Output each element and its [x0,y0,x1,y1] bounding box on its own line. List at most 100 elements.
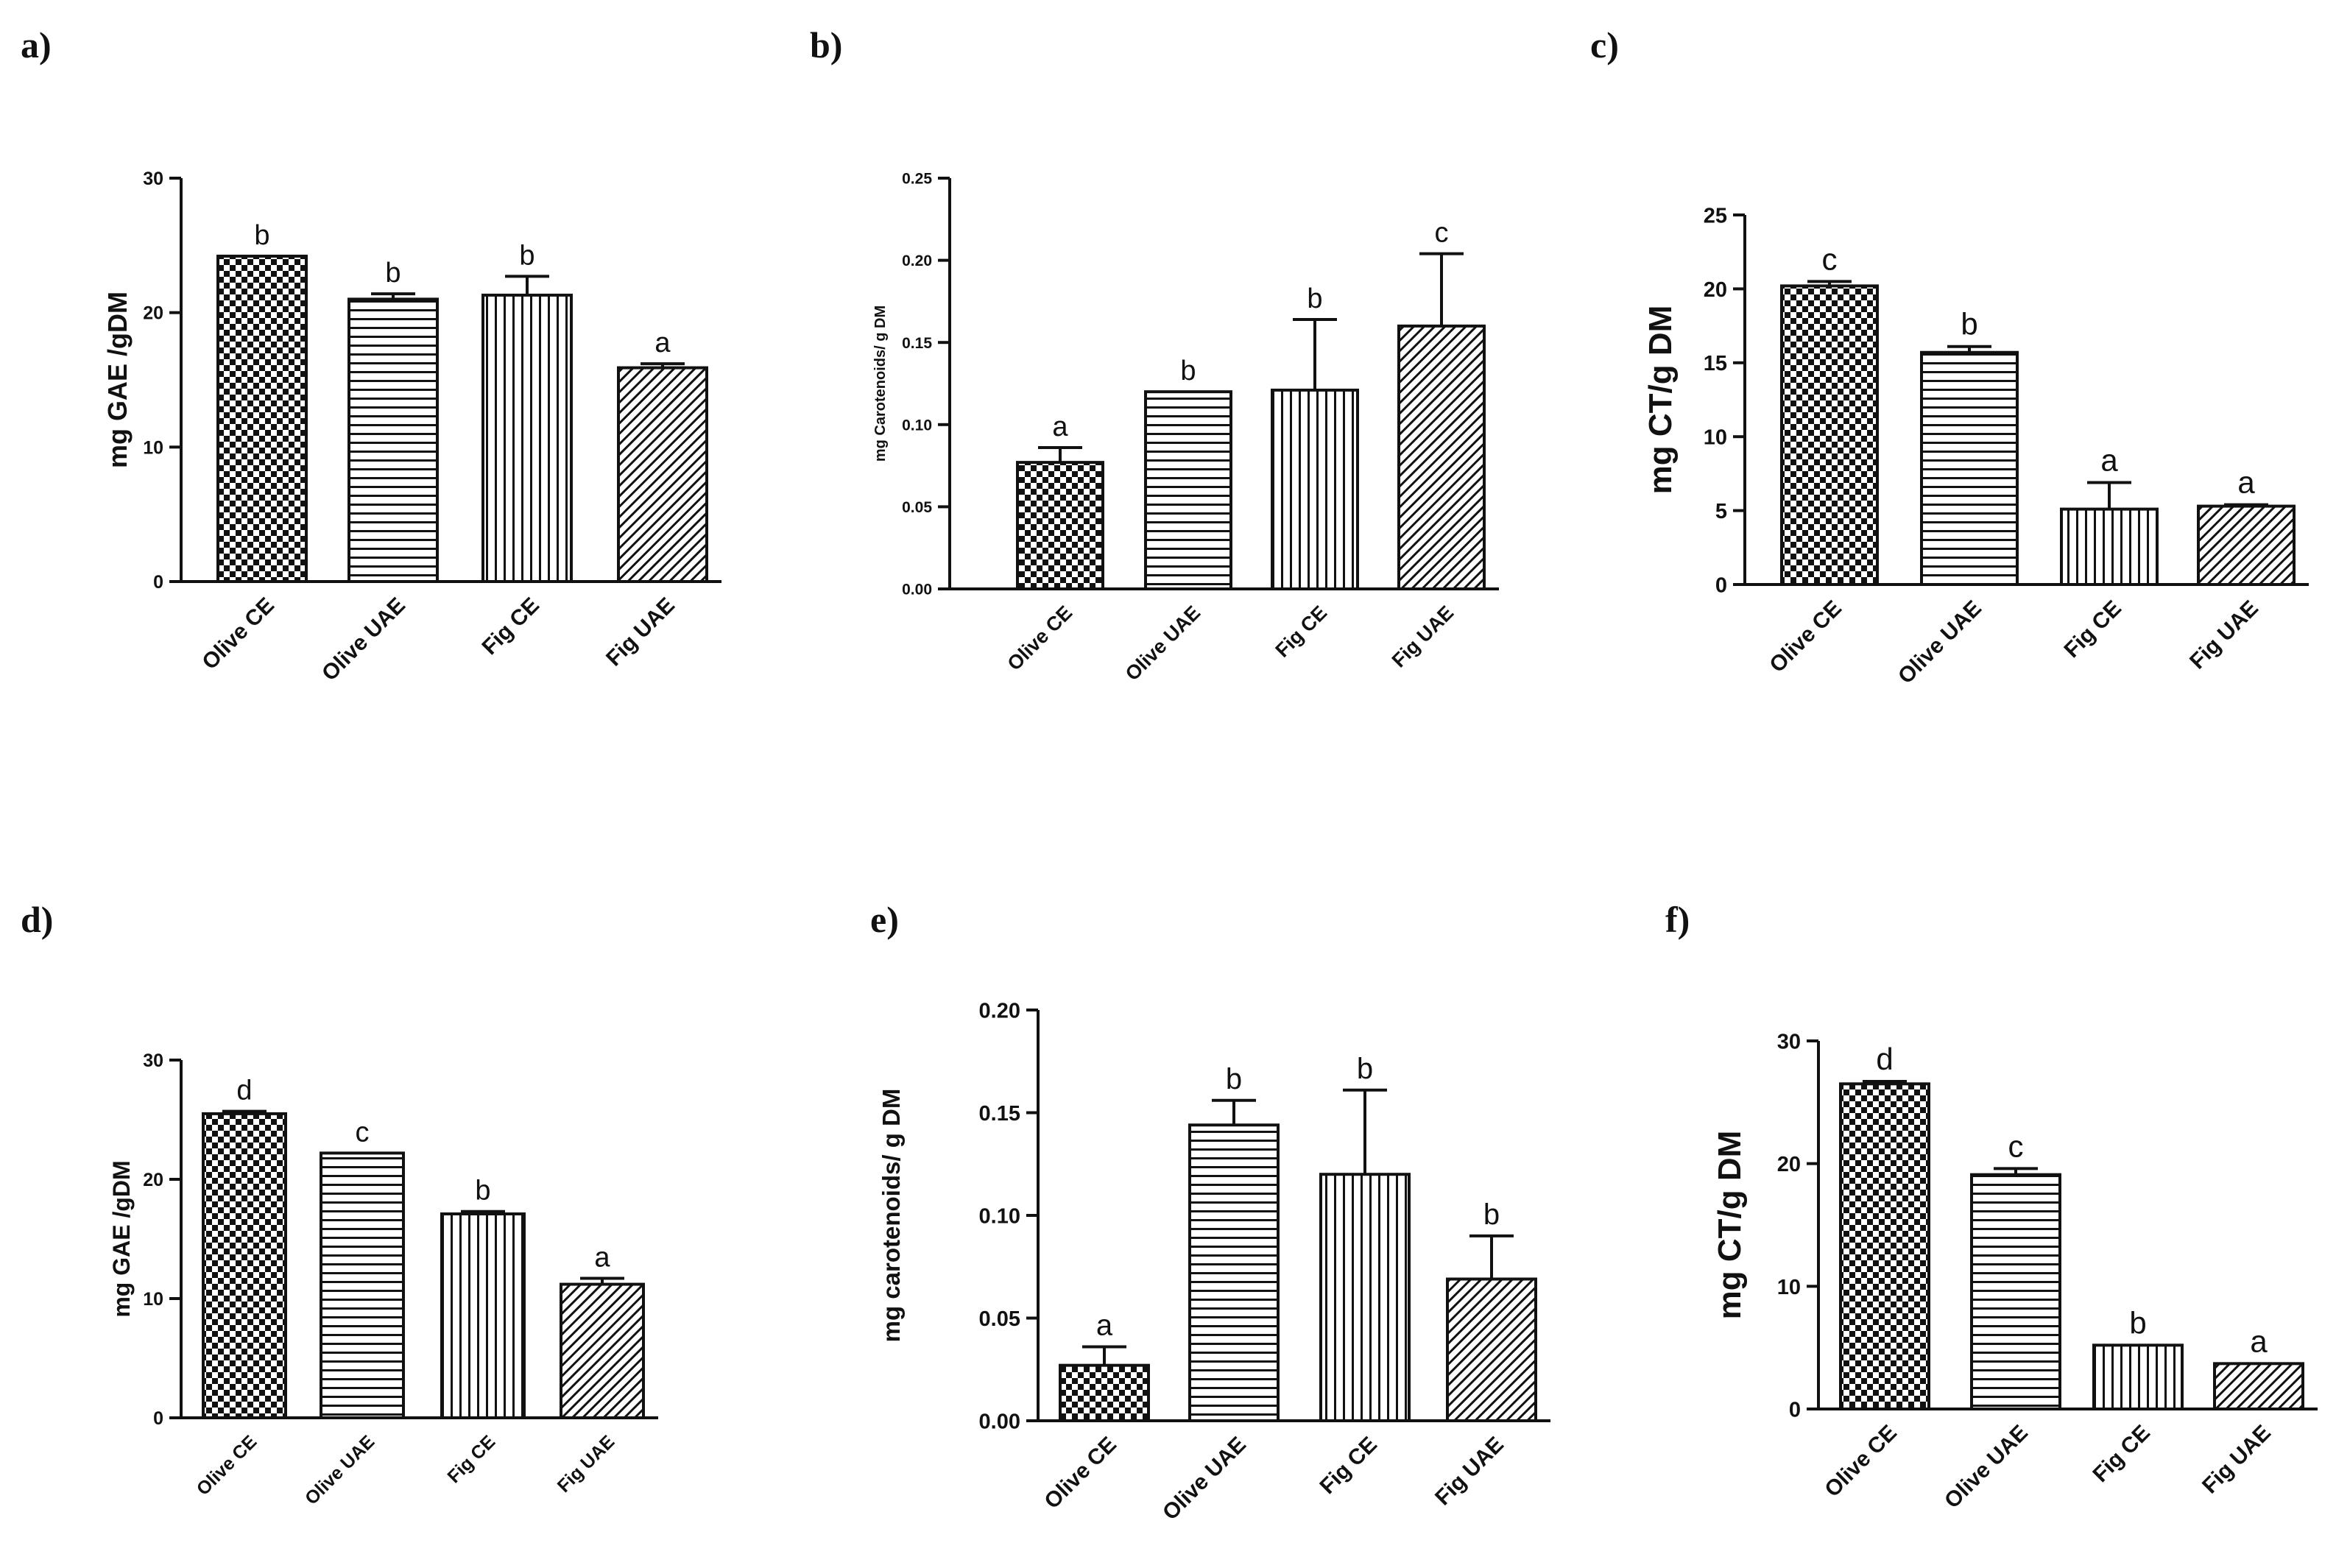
y-tick-label: 0.15 [902,335,932,352]
bar [1144,390,1232,590]
significance-letter: c [1822,241,1838,276]
category-label: Olive UAE [317,593,410,686]
y-tick-label: 20 [1704,278,1727,302]
bar [1059,1363,1150,1423]
chart-panel-4: d) 0 10 20 30 mg GAE /gDM d Olive CE c Olive UAE b… [21,899,658,1509]
y-tick-label: 0.15 [979,1102,1020,1126]
panel-label: c) [1590,24,1619,66]
significance-letter: c [2008,1129,2024,1163]
y-axis-title: mg GAE /gDM [108,1160,135,1317]
y-tick-label: 10 [1704,426,1727,450]
category-label: Olive CE [1765,596,1846,678]
panel-label: a) [21,24,52,66]
y-tick-label: 0 [1789,1398,1801,1422]
significance-letter: b [254,220,269,251]
y-tick-label: 20 [143,1170,163,1190]
y-tick-label: 5 [1715,500,1727,523]
y-tick-label: 20 [1777,1153,1801,1176]
y-axis-title: mg CT/g DM [1712,1131,1748,1320]
category-label: Fig UAE [1388,601,1458,671]
y-tick-label: 20 [143,303,163,324]
bar [2197,504,2296,586]
significance-letter: b [1180,356,1196,386]
y-tick-label: 30 [143,1050,163,1071]
y-tick-label: 0.05 [979,1307,1020,1331]
y-tick-label: 0.10 [902,417,932,434]
y-tick-label: 30 [143,169,163,189]
panel-label: b) [810,24,842,66]
category-label: Olive UAE [1894,596,1986,689]
significance-letter: c [356,1117,370,1148]
y-tick-label: 0.20 [979,999,1020,1023]
category-label: Olive UAE [1158,1433,1251,1525]
y-tick-label: 10 [143,1289,163,1310]
bar [1188,1123,1280,1422]
significance-letter: b [519,240,534,271]
y-tick-label: 0 [1715,573,1727,597]
significance-letter: a [2250,1324,2268,1358]
bar [481,293,573,583]
significance-letter: c [1435,218,1449,249]
category-label: Olive CE [1820,1421,1902,1502]
y-tick-label: 10 [143,437,163,458]
category-label: Olive CE [197,593,279,675]
bar [347,297,439,583]
category-label: Fig UAE [554,1431,619,1497]
y-tick-label: 0.25 [902,171,932,188]
significance-letter: a [654,328,671,359]
category-label: Olive UAE [301,1431,378,1508]
category-label: Olive UAE [1940,1421,2033,1514]
significance-letter: d [236,1076,252,1106]
panel-label: e) [870,899,899,940]
significance-letter: a [2237,465,2255,500]
bar [1397,324,1486,590]
panel-label: f) [1665,899,1690,940]
bar [2213,1362,2304,1411]
y-tick-label: 0 [153,1408,163,1429]
significance-letter: a [1096,1310,1113,1342]
bar [617,366,708,583]
bar [1016,461,1104,590]
significance-letter: b [2129,1305,2146,1340]
category-label: Fig UAE [601,593,680,671]
category-label: Fig CE [2088,1421,2155,1488]
significance-letter: b [1961,307,1977,342]
chart-panel-6: f) 0 10 20 30 mg CT/g DM d Olive CE c Olive UAE b F… [1665,899,2318,1514]
bar [560,1282,645,1420]
category-label: Olive CE [1040,1433,1121,1514]
category-label: Fig UAE [2185,596,2263,674]
bar [320,1151,405,1419]
category-label: Fig UAE [2198,1421,2276,1499]
chart-panel-3: c) 0 5 10 15 20 25 mg CT/g DM c Olive CE b Olive UA… [1590,24,2309,689]
y-tick-label: 0.10 [979,1204,1020,1228]
y-tick-label: 0.00 [902,582,932,598]
bar [1319,1173,1411,1422]
category-label: Olive UAE [1121,601,1205,685]
y-axis-title: mg Carotenoids/ g DM [872,306,889,462]
category-label: Fig CE [477,593,544,660]
category-label: Fig UAE [1430,1433,1508,1511]
y-tick-label: 30 [1777,1030,1801,1053]
significance-letter: b [1483,1198,1500,1231]
y-tick-label: 0 [153,572,163,593]
y-axis-title: mg CT/g DM [1642,306,1679,495]
panel-label: d) [21,899,53,940]
y-tick-label: 25 [1704,204,1727,227]
chart-panel-5: e) 0.00 0.05 0.10 0.15 0.20 mg carotenoids/ g … [870,899,1550,1525]
y-tick-label: 0.00 [979,1410,1020,1433]
bar [1780,284,1879,586]
significance-letter: a [1052,412,1068,442]
category-label: Fig CE [443,1431,499,1487]
bar [1920,350,2019,586]
chart-panel-2: b) 0.00 0.05 0.10 0.15 0.20 0.25 mg Carotenoids… [810,24,1499,685]
y-axis-title: mg GAE /gDM [102,292,133,468]
category-label: Fig CE [2059,596,2126,663]
bar [202,1112,287,1420]
category-label: Fig CE [1271,601,1332,662]
significance-letter: d [1876,1042,1893,1076]
significance-letter: b [1357,1053,1373,1085]
y-tick-label: 15 [1704,352,1727,375]
significance-letter: b [1226,1063,1242,1095]
chart-panel-1: a) 0 10 20 30 mg GAE /gDM b Olive CE b Olive UAE b… [21,24,721,686]
bar [2060,507,2159,586]
